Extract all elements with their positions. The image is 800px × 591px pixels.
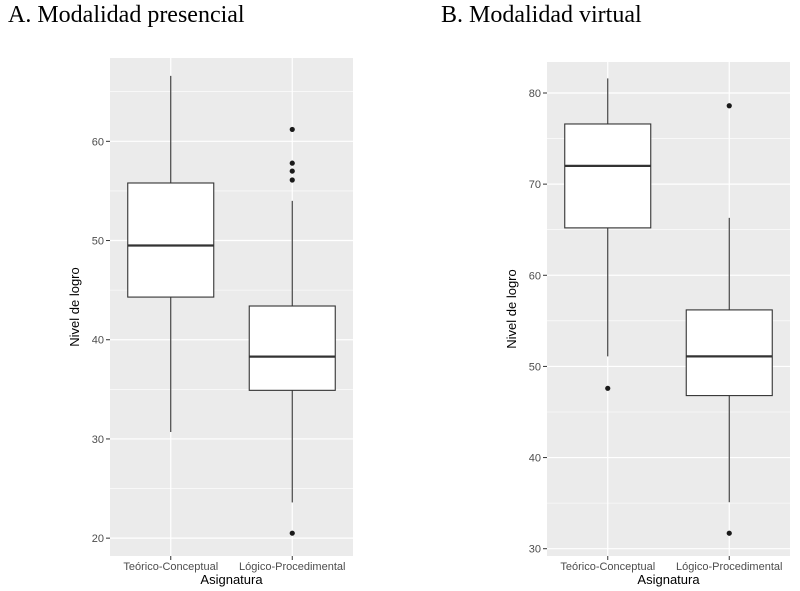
y-tick-label: 70 [529, 179, 541, 191]
x-tick-label: Lógico-Procedimental [239, 561, 345, 573]
iqr-box [127, 182, 215, 298]
x-axis-title: Asignatura [200, 572, 263, 587]
y-tick-label: 60 [92, 136, 104, 148]
outlier-point [289, 168, 295, 174]
outlier-point [289, 160, 295, 166]
outlier-point [726, 530, 732, 536]
box-teorico-conceptual [564, 78, 652, 391]
y-tick-label: 40 [92, 335, 104, 347]
iqr-box [248, 305, 336, 391]
iqr-box [564, 123, 652, 229]
panel-b: 30 40 50 60 70 80 Teórico-Conceptual Lógico-Pro… [504, 62, 790, 587]
y-tick-label: 40 [529, 453, 541, 465]
outlier-point [289, 530, 295, 536]
y-tick-label: 30 [529, 544, 541, 556]
y-tick-label: 80 [529, 88, 541, 100]
outlier-point [289, 177, 295, 183]
y-axis-title: Nivel de logro [67, 267, 82, 347]
y-tick-label: 60 [529, 270, 541, 282]
panel-a-title: A. Modalidad presencial [8, 2, 245, 28]
box-logico-procedimental [685, 103, 773, 536]
y-tick-label: 50 [529, 361, 541, 373]
outlier-point [605, 385, 611, 391]
y-tick-label: 50 [92, 236, 104, 248]
y-tick-label: 30 [92, 434, 104, 446]
x-tick-label: Teórico-Conceptual [123, 561, 218, 573]
x-tick-label: Teórico-Conceptual [560, 561, 655, 573]
outlier-point [726, 103, 732, 109]
box-logico-procedimental [248, 126, 336, 536]
box-teorico-conceptual [127, 75, 215, 432]
outlier-point [289, 126, 295, 133]
x-tick-label: Lógico-Procedimental [676, 561, 782, 573]
panel-b-title: B. Modalidad virtual [441, 2, 642, 28]
y-tick-label: 20 [92, 533, 104, 545]
y-axis-title: Nivel de logro [504, 269, 519, 349]
iqr-box [685, 309, 773, 397]
panel-a: 20 30 40 50 60 Teórico-Conceptual Lógico-Proce… [67, 58, 353, 587]
x-axis-title: Asignatura [637, 572, 700, 587]
